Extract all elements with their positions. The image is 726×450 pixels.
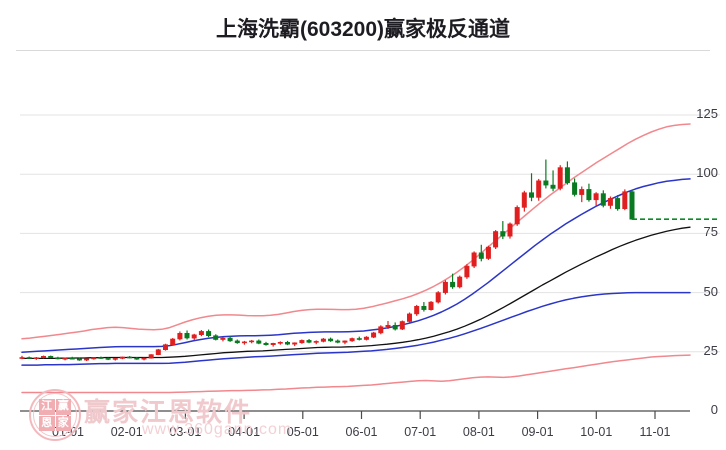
x-axis-tick-label: 04-01 xyxy=(228,425,261,439)
page-title: 上海洗霸(603200)赢家极反通道 xyxy=(215,18,511,41)
header-divider xyxy=(16,50,710,51)
x-axis-tick-label: 10-01 xyxy=(580,425,613,439)
y-axis-tick-label: 25 xyxy=(703,342,718,358)
channel-band-line xyxy=(21,291,691,366)
channel-band-line xyxy=(21,354,691,394)
x-axis-tick-label: 02-01 xyxy=(110,425,143,439)
candlestick-series xyxy=(19,159,635,362)
y-axis-tick-label: 50 xyxy=(703,283,718,299)
x-axis-tick-label: 01-01 xyxy=(52,425,84,439)
x-axis-tick-label: 08-01 xyxy=(462,425,495,439)
x-axis-tick-label: 03-01 xyxy=(169,425,202,439)
x-axis-tick-label: 07-01 xyxy=(404,425,437,439)
y-axis-tick-label: 125 xyxy=(696,106,718,121)
x-axis-tick-label: 09-01 xyxy=(521,425,554,439)
x-axis-tick-label: 05-01 xyxy=(286,425,319,439)
x-axis-tick-label: 06-01 xyxy=(345,425,378,439)
y-axis-tick-label: 100 xyxy=(696,165,718,181)
y-axis-tick-label: 0 xyxy=(710,402,718,417)
channel-band-line xyxy=(21,123,691,340)
channel-band-line xyxy=(21,226,691,360)
x-axis-tick-label: 11-01 xyxy=(639,425,671,439)
y-axis-tick-label: 75 xyxy=(703,224,718,240)
channel-band-line xyxy=(21,178,691,354)
